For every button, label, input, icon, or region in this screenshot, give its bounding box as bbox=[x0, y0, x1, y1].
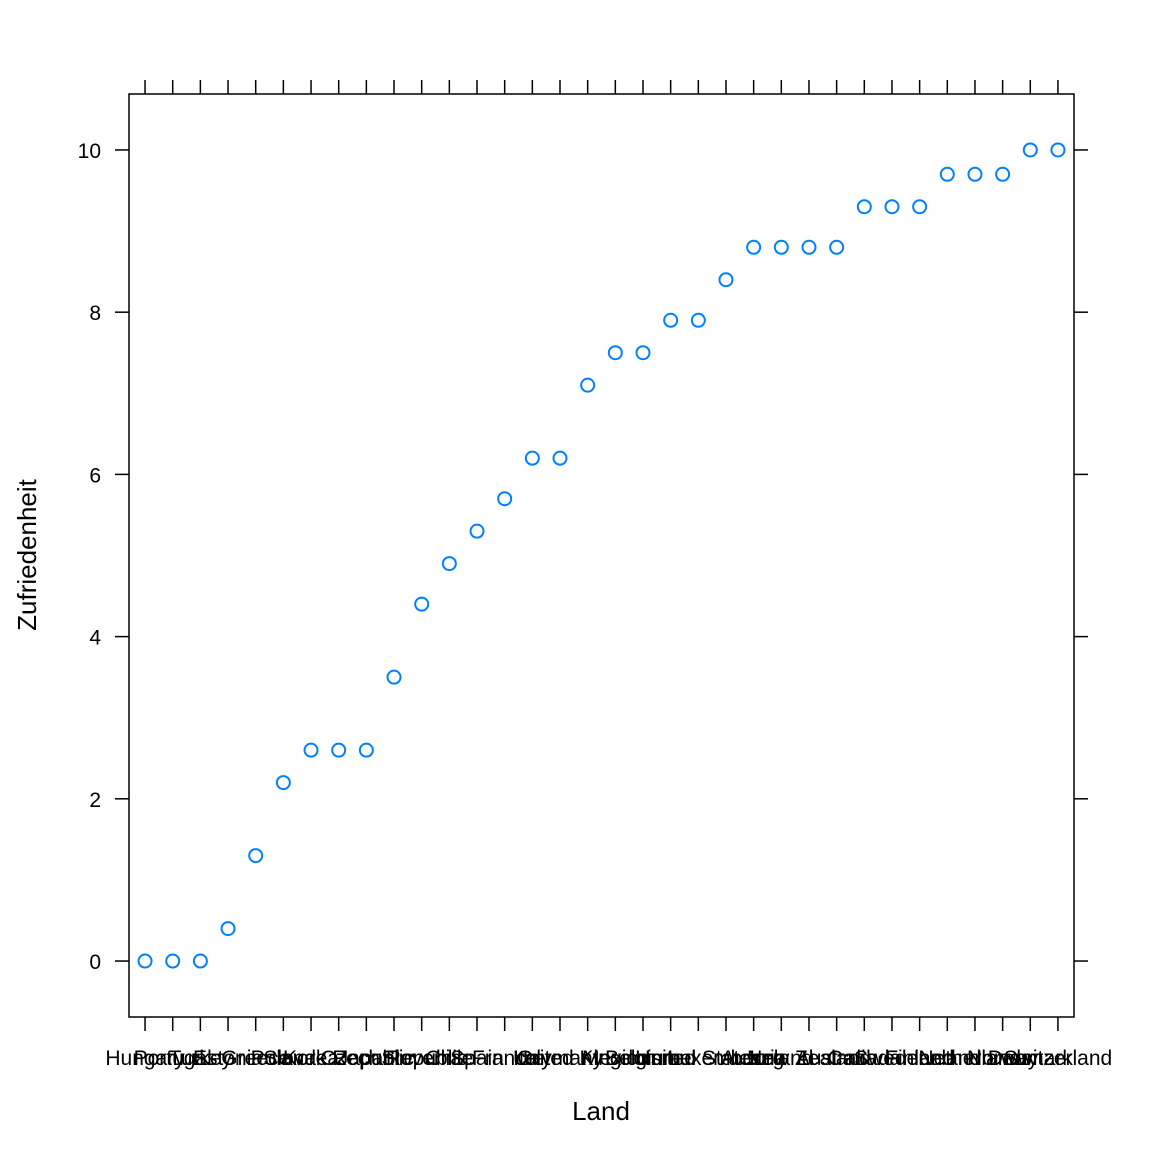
panel-frame bbox=[128, 93, 1075, 1018]
x-tick-label: Finland bbox=[885, 1047, 954, 1070]
x-tick-label: Poland bbox=[251, 1047, 316, 1070]
x-tick-label: Belgium bbox=[605, 1047, 681, 1070]
point bbox=[248, 848, 264, 864]
x-tick-label: Mexico bbox=[582, 1047, 649, 1070]
x-tick-label: Japan bbox=[338, 1047, 395, 1070]
x-tick-label: Turkey bbox=[169, 1047, 233, 1070]
x-tick-label: Czech Republic bbox=[320, 1047, 467, 1070]
point bbox=[690, 312, 706, 328]
x-tick-label: United Kingdom bbox=[513, 1047, 662, 1070]
y-tick-label: 0 bbox=[89, 951, 101, 974]
x-tick-label: Denmark bbox=[988, 1047, 1074, 1070]
x-tick-label: Sweden bbox=[854, 1047, 930, 1070]
point bbox=[303, 742, 319, 758]
point bbox=[1050, 142, 1066, 158]
point bbox=[746, 239, 762, 255]
point bbox=[884, 199, 900, 215]
point bbox=[220, 921, 236, 937]
x-tick-label: Iceland bbox=[913, 1047, 981, 1070]
point bbox=[552, 450, 568, 466]
y-tick-label: 6 bbox=[89, 464, 101, 487]
point bbox=[829, 239, 845, 255]
point bbox=[192, 953, 208, 969]
point bbox=[386, 669, 402, 685]
y-axis-label: Zufriedenheit bbox=[12, 478, 42, 631]
point bbox=[801, 239, 817, 255]
x-tick-label: New Zealand bbox=[747, 1047, 871, 1070]
point bbox=[663, 312, 679, 328]
x-tick-label: Norway bbox=[967, 1047, 1039, 1070]
x-tick-label: Ireland bbox=[749, 1047, 813, 1070]
point bbox=[524, 450, 540, 466]
point bbox=[856, 199, 872, 215]
point bbox=[718, 272, 734, 288]
point bbox=[912, 199, 928, 215]
x-tick-label: Netherlands bbox=[918, 1047, 1031, 1070]
point bbox=[275, 775, 291, 791]
x-tick-label: United States bbox=[635, 1047, 761, 1070]
point bbox=[358, 742, 374, 758]
y-tick-label: 2 bbox=[89, 789, 101, 812]
point bbox=[580, 377, 596, 393]
point bbox=[165, 953, 181, 969]
point bbox=[967, 166, 983, 182]
x-axis-label: Land bbox=[572, 1096, 630, 1126]
x-tick-label: Germany bbox=[517, 1047, 604, 1070]
x-tick-label: Chile bbox=[425, 1047, 473, 1070]
point bbox=[939, 166, 955, 182]
x-tick-label: Spain bbox=[450, 1047, 504, 1070]
x-tick-label: Portugal bbox=[134, 1047, 212, 1070]
x-tick-label: Slovenia bbox=[381, 1047, 462, 1070]
x-tick-label: Estonia bbox=[193, 1047, 263, 1070]
y-tick-label: 8 bbox=[89, 302, 101, 325]
x-tick-label: Austria bbox=[721, 1047, 787, 1070]
x-tick-label: Greece bbox=[221, 1047, 290, 1070]
point bbox=[497, 491, 513, 507]
x-tick-label: Australia bbox=[796, 1047, 878, 1070]
x-tick-label: France bbox=[472, 1047, 537, 1070]
x-tick-label: Slovak Republic bbox=[263, 1047, 414, 1070]
x-tick-label: Israel bbox=[645, 1047, 696, 1070]
point bbox=[607, 345, 623, 361]
point bbox=[469, 523, 485, 539]
x-tick-label: Canada bbox=[828, 1047, 902, 1070]
x-tick-label: Luxembourg bbox=[668, 1047, 785, 1070]
x-tick-label: Hungary bbox=[105, 1047, 185, 1070]
x-tick-label: Italy bbox=[513, 1047, 552, 1070]
x-tick-label: Korea bbox=[283, 1047, 339, 1070]
y-tick-label: 4 bbox=[89, 627, 101, 650]
point bbox=[635, 345, 651, 361]
point bbox=[414, 596, 430, 612]
x-tick-label: Switzerland bbox=[1004, 1047, 1113, 1070]
point bbox=[137, 953, 153, 969]
y-tick-label: 10 bbox=[78, 140, 101, 163]
point bbox=[331, 742, 347, 758]
point bbox=[441, 556, 457, 572]
point bbox=[995, 166, 1011, 182]
point bbox=[1022, 142, 1038, 158]
point bbox=[773, 239, 789, 255]
